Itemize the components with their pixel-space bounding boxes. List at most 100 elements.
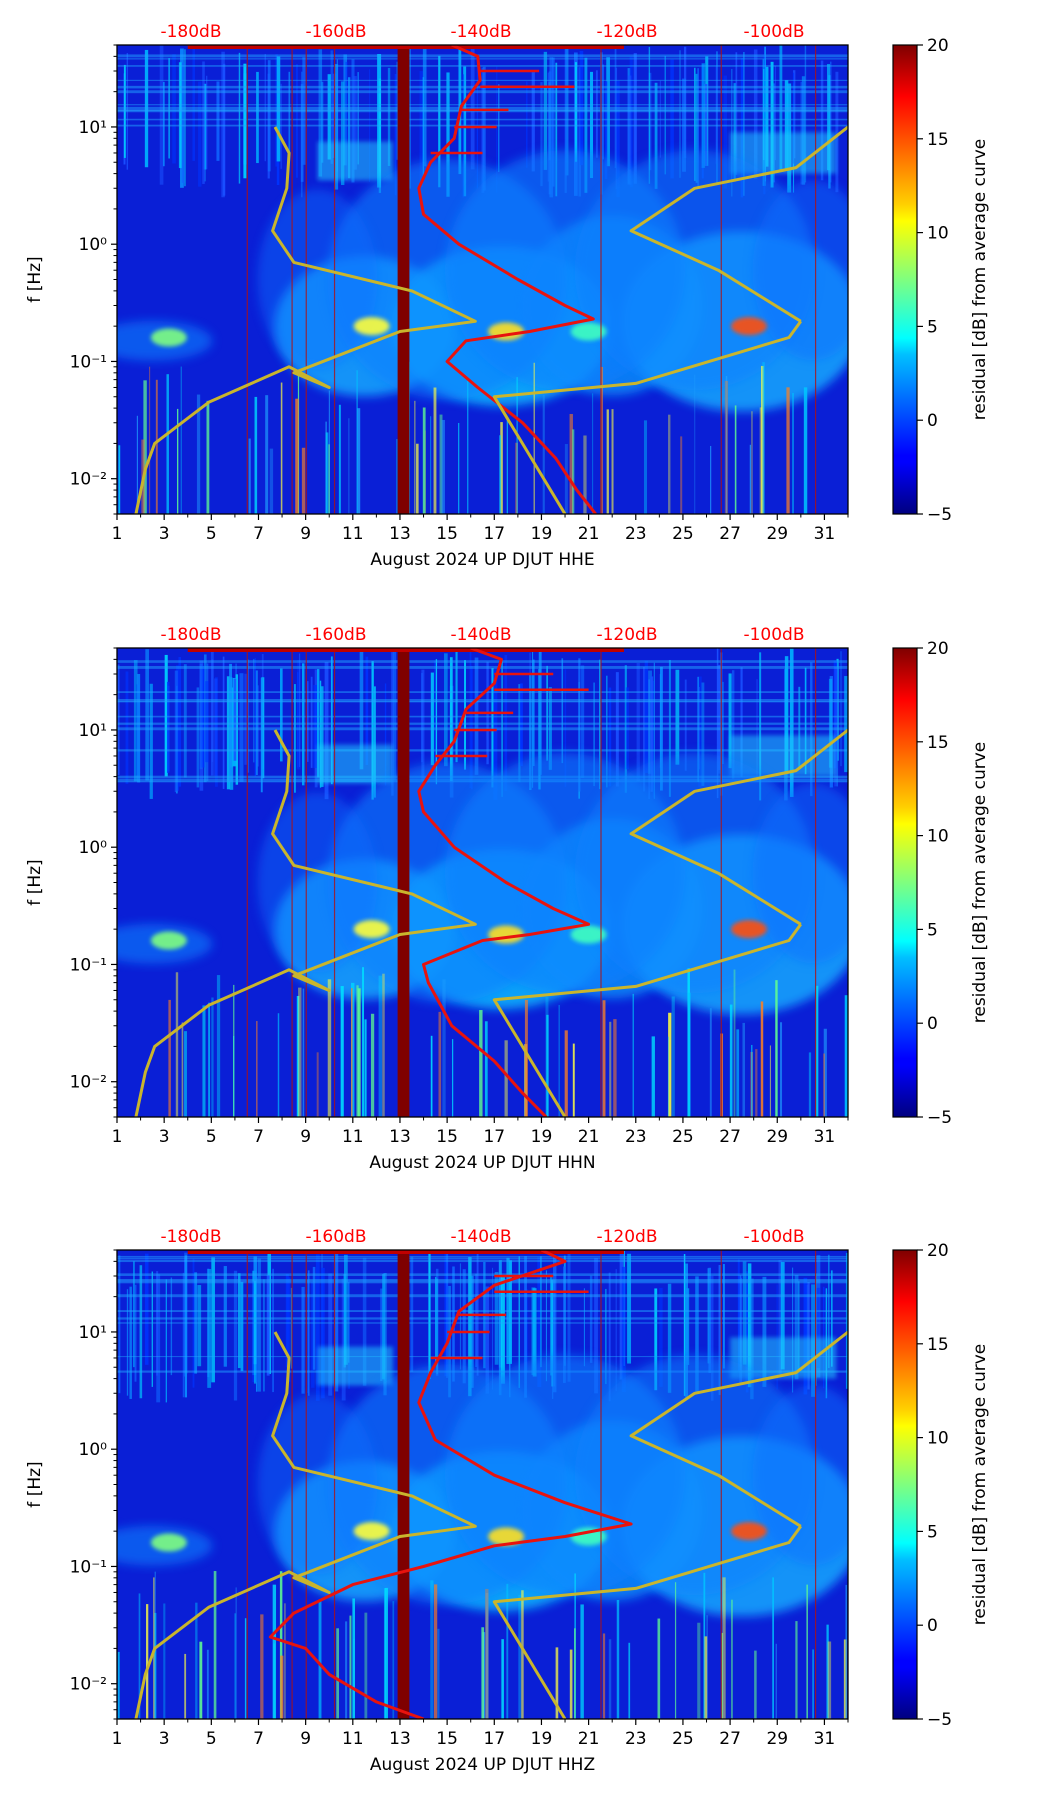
noise-stripe xyxy=(315,1254,320,1401)
noise-stripe xyxy=(287,1277,291,1382)
noise-stripe xyxy=(435,659,438,785)
x-tick-label: 1 xyxy=(112,1127,123,1147)
noise-stripe xyxy=(753,49,758,179)
noise-streak xyxy=(117,749,848,752)
noise-stripe xyxy=(820,60,824,181)
colorbar-tick-label: 20 xyxy=(927,1241,949,1261)
noise-stripe xyxy=(178,656,182,787)
lf-trace xyxy=(506,420,508,514)
lf-trace xyxy=(558,1004,560,1117)
noise-stripe xyxy=(664,55,666,175)
noise-stripe xyxy=(198,81,202,187)
top-band xyxy=(187,1250,624,1254)
noise-streak xyxy=(117,691,848,693)
noise-stripe xyxy=(162,81,165,167)
noise-stripe xyxy=(295,64,298,178)
lf-trace xyxy=(808,1052,812,1117)
mean-psd-curve xyxy=(417,648,591,1117)
noise-stripe xyxy=(321,81,324,163)
saturated-band xyxy=(397,1250,410,1719)
lf-trace xyxy=(761,365,764,514)
noise-stripe xyxy=(695,1276,699,1392)
lf-trace xyxy=(608,1639,612,1719)
noise-stripe xyxy=(722,1264,725,1369)
noise-stripe xyxy=(272,1268,274,1393)
noise-block xyxy=(317,744,393,784)
hot-spot xyxy=(353,317,390,336)
lf-trace xyxy=(175,972,179,1117)
hot-spot xyxy=(488,1527,525,1546)
colorbar: 20 15 10 5 0 −5 residual [dB] from average cur… xyxy=(892,1241,990,1730)
y-axis-label: f [Hz] xyxy=(25,256,45,302)
lf-trace xyxy=(146,1604,149,1719)
lf-trace xyxy=(269,448,274,514)
gap-line xyxy=(291,45,293,514)
noise-stripe xyxy=(267,60,271,172)
mean-psd-curve xyxy=(268,1250,633,1719)
lf-trace xyxy=(244,1618,247,1719)
colorbar-tick-label: −5 xyxy=(927,1108,952,1128)
noise-stripe xyxy=(174,670,178,793)
noise-stripe xyxy=(615,1269,617,1391)
noise-stripe xyxy=(756,679,758,782)
lf-trace xyxy=(422,407,426,514)
noise-stripe xyxy=(438,55,441,188)
db-scale-label: -180dB xyxy=(160,1227,221,1247)
noise-stripe xyxy=(710,1275,714,1401)
lf-trace xyxy=(564,444,568,514)
db-scale-label: -120dB xyxy=(596,625,657,645)
reference-curve-segment xyxy=(492,1525,803,1719)
y-axis-label: f [Hz] xyxy=(25,1461,45,1507)
lf-trace xyxy=(439,414,443,514)
noise-stripe xyxy=(595,70,598,158)
lf-trace xyxy=(184,1031,187,1117)
reference-curve-segment xyxy=(492,923,803,1117)
lf-trace xyxy=(680,436,683,514)
lf-trace xyxy=(433,1584,438,1719)
lf-trace xyxy=(564,1030,568,1117)
lf-trace xyxy=(438,1011,442,1117)
lf-trace xyxy=(364,1612,368,1719)
x-tick-label: 3 xyxy=(159,1729,170,1749)
noise-stripe xyxy=(740,667,743,778)
lf-trace xyxy=(352,1598,356,1719)
lf-trace xyxy=(786,387,790,514)
noise-stripe xyxy=(183,664,187,778)
noise-stripe xyxy=(455,650,458,763)
colorbar-tick-label: 10 xyxy=(927,827,949,847)
x-tick-label: 15 xyxy=(436,524,458,544)
noise-stripe xyxy=(780,1261,785,1370)
noise-stripe xyxy=(493,669,498,800)
lf-trace xyxy=(143,380,147,514)
noise-stripe xyxy=(679,50,681,178)
lf-trace xyxy=(349,1615,352,1719)
gap-line xyxy=(333,45,336,514)
hot-spot xyxy=(570,1527,607,1546)
lf-trace xyxy=(721,1632,723,1719)
lf-trace xyxy=(316,1052,319,1117)
noise-stripe xyxy=(463,66,467,197)
noise-stripe xyxy=(371,661,374,800)
lf-trace xyxy=(430,1035,433,1117)
gap-line xyxy=(333,1250,336,1719)
lf-trace xyxy=(154,1612,157,1719)
noise-stripe xyxy=(776,1284,778,1390)
lf-trace xyxy=(751,411,753,514)
gap-line xyxy=(246,648,248,1117)
noise-stripe xyxy=(529,652,531,789)
noise-stripe xyxy=(531,71,535,172)
colorbar-tick-label: 0 xyxy=(927,411,938,431)
lf-trace xyxy=(260,1614,264,1719)
lf-trace xyxy=(118,445,121,514)
noise-stripe xyxy=(648,670,652,774)
lf-trace xyxy=(643,420,648,514)
lf-trace xyxy=(149,366,151,514)
noise-stripe xyxy=(165,1279,167,1403)
noise-stripe xyxy=(482,66,486,191)
noise-stripe xyxy=(581,665,585,778)
noise-streak xyxy=(117,104,848,106)
lf-trace xyxy=(574,1628,576,1719)
noise-streak xyxy=(117,1273,848,1276)
lf-trace xyxy=(668,1012,672,1117)
lf-trace xyxy=(769,1045,772,1117)
